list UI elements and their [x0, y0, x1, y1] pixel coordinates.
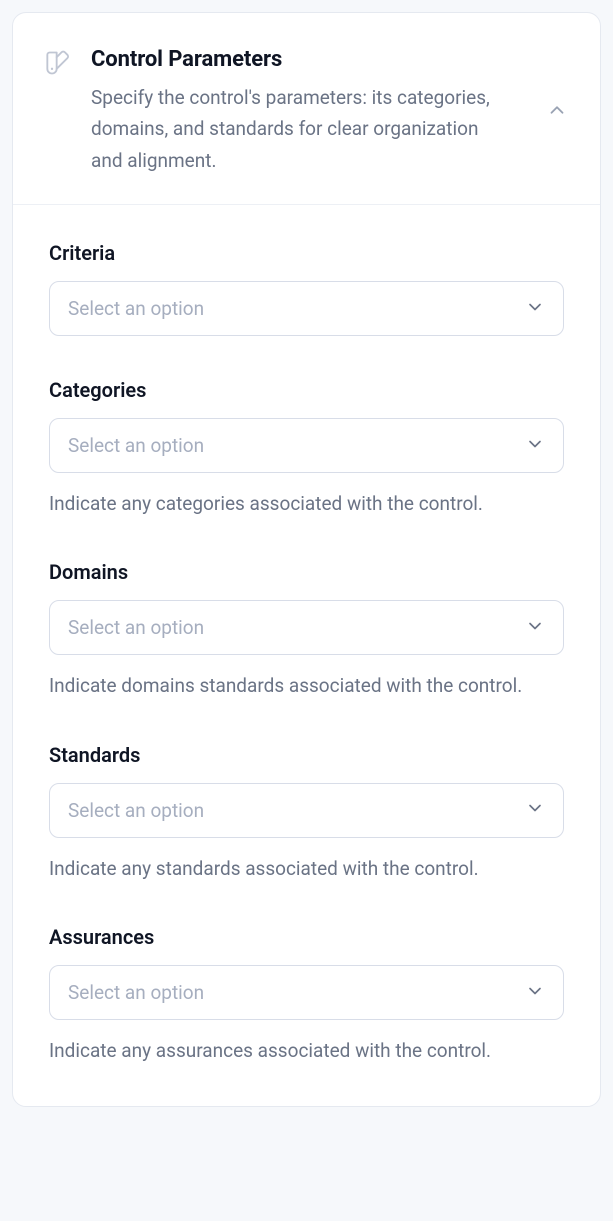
card-title: Control Parameters [91, 47, 528, 72]
assurances-select[interactable]: Select an option [49, 965, 564, 1020]
domains-select[interactable]: Select an option [49, 600, 564, 655]
categories-placeholder: Select an option [68, 434, 204, 457]
criteria-placeholder: Select an option [68, 297, 204, 320]
standards-label: Standards [49, 743, 564, 767]
page: Control Parameters Specify the control's… [0, 0, 613, 1119]
chevron-down-icon [525, 616, 545, 640]
field-standards: Standards Select an option Indicate any … [49, 743, 564, 883]
card-body: Criteria Select an option Categories Sel… [13, 205, 600, 1106]
domains-label: Domains [49, 560, 564, 584]
header-title-block: Control Parameters Specify the control's… [91, 47, 528, 176]
collapse-toggle[interactable] [546, 99, 568, 125]
criteria-select[interactable]: Select an option [49, 281, 564, 336]
chevron-down-icon [525, 981, 545, 1005]
standards-select[interactable]: Select an option [49, 783, 564, 838]
chevron-down-icon [525, 798, 545, 822]
field-assurances: Assurances Select an option Indicate any… [49, 925, 564, 1065]
field-criteria: Criteria Select an option [49, 241, 564, 336]
control-parameters-card: Control Parameters Specify the control's… [12, 12, 601, 1107]
categories-label: Categories [49, 378, 564, 402]
standards-helper: Indicate any standards associated with t… [49, 854, 564, 883]
field-categories: Categories Select an option Indicate any… [49, 378, 564, 518]
chevron-down-icon [525, 434, 545, 458]
chevron-up-icon [546, 99, 568, 121]
categories-helper: Indicate any categories associated with … [49, 489, 564, 518]
card-header: Control Parameters Specify the control's… [13, 13, 600, 205]
assurances-label: Assurances [49, 925, 564, 949]
assurances-placeholder: Select an option [68, 981, 204, 1004]
card-subtitle: Specify the control's parameters: its ca… [91, 82, 511, 176]
swatch-icon [45, 47, 73, 81]
categories-select[interactable]: Select an option [49, 418, 564, 473]
assurances-helper: Indicate any assurances associated with … [49, 1036, 564, 1065]
field-domains: Domains Select an option Indicate domain… [49, 560, 564, 700]
domains-placeholder: Select an option [68, 616, 204, 639]
domains-helper: Indicate domains standards associated wi… [49, 671, 564, 700]
standards-placeholder: Select an option [68, 799, 204, 822]
chevron-down-icon [525, 297, 545, 321]
criteria-label: Criteria [49, 241, 564, 265]
